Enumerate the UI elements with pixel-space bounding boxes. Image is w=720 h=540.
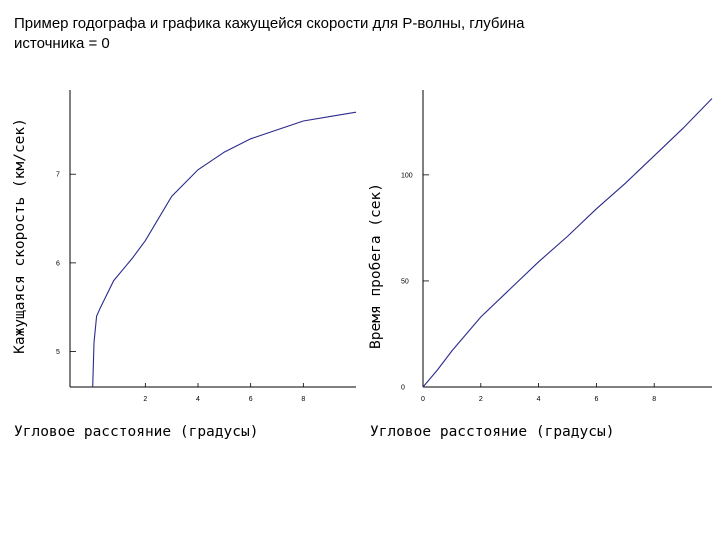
chart-1-x-tick-label: 4 [196, 396, 200, 403]
chart-2-y-tick-label: 0 [401, 385, 405, 392]
chart-2-x-tick-label: 2 [479, 396, 483, 403]
slide-title-line-2: источника = 0 [14, 35, 110, 52]
chart-2-series-line [422, 98, 713, 388]
chart-1-y-tick-label: 5 [56, 349, 60, 356]
chart-1-x-tick-label: 2 [143, 396, 147, 403]
chart-1-series-line [92, 111, 357, 388]
chart-2-x-axis-title: Угловое расстояние (градусы) [370, 424, 614, 440]
slide-title: Пример годографа и графика кажущейся ско… [14, 14, 654, 54]
chart-2-x-tick-label: 6 [594, 396, 598, 403]
chart-2-y-tick-label: 50 [401, 278, 409, 285]
chart-1-y-tick-label: 7 [56, 172, 60, 179]
chart-2-y-tick-label: 100 [401, 172, 413, 179]
slide-title-line-1: Пример годографа и графика кажущейся ско… [14, 15, 525, 32]
chart-2-x-tick-label: 8 [652, 396, 656, 403]
chart-1-x-tick-label: 6 [249, 396, 253, 403]
chart-1-y-tick-label: 6 [56, 260, 60, 267]
chart-2-y-axis-title: Время пробега (сек) [368, 183, 384, 349]
chart-2-x-tick-label: 4 [537, 396, 541, 403]
chart-1-x-tick-label: 8 [301, 396, 305, 403]
chart-1-x-axis-title: Угловое расстояние (градусы) [14, 424, 258, 440]
chart-1-y-axis-title: Кажущаяся скорость (км/сек) [12, 118, 28, 354]
chart-2-x-tick-label: 0 [421, 396, 425, 403]
